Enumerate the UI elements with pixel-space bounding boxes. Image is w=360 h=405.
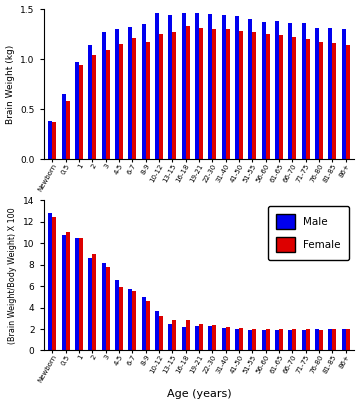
Bar: [159, 34, 163, 159]
Bar: [102, 262, 105, 350]
Bar: [141, 297, 145, 350]
Bar: [266, 329, 270, 350]
Bar: [128, 289, 132, 350]
Bar: [155, 13, 159, 159]
Bar: [145, 42, 150, 159]
Bar: [346, 329, 350, 350]
Bar: [186, 26, 190, 159]
Bar: [92, 254, 96, 350]
Bar: [292, 329, 296, 350]
Bar: [328, 329, 332, 350]
Bar: [182, 327, 186, 350]
Bar: [288, 330, 292, 350]
Bar: [212, 325, 216, 350]
Bar: [62, 234, 66, 350]
Bar: [88, 258, 92, 350]
Bar: [302, 330, 306, 350]
Bar: [346, 45, 350, 159]
Bar: [288, 23, 292, 159]
Bar: [266, 34, 270, 159]
Bar: [105, 267, 109, 350]
Bar: [235, 16, 239, 159]
Bar: [208, 14, 212, 159]
Bar: [79, 65, 83, 159]
Bar: [319, 42, 323, 159]
X-axis label: Age (years): Age (years): [167, 390, 231, 399]
Bar: [239, 328, 243, 350]
Bar: [186, 320, 190, 350]
Bar: [159, 316, 163, 350]
Bar: [275, 330, 279, 350]
Bar: [208, 326, 212, 350]
Bar: [79, 238, 83, 350]
Bar: [119, 44, 123, 159]
Bar: [182, 13, 186, 159]
Bar: [222, 328, 226, 350]
Bar: [235, 329, 239, 350]
Bar: [75, 238, 79, 350]
Bar: [328, 28, 332, 159]
Bar: [199, 324, 203, 350]
Bar: [248, 330, 252, 350]
Bar: [319, 330, 323, 350]
Bar: [48, 121, 52, 159]
Bar: [172, 320, 176, 350]
Bar: [262, 22, 266, 159]
Bar: [195, 326, 199, 350]
Y-axis label: Brain Weight (kg): Brain Weight (kg): [5, 45, 14, 124]
Bar: [141, 24, 145, 159]
Bar: [132, 292, 136, 350]
Bar: [252, 329, 256, 350]
Bar: [315, 329, 319, 350]
Bar: [92, 55, 96, 159]
Bar: [306, 329, 310, 350]
Bar: [239, 31, 243, 159]
Bar: [306, 39, 310, 159]
Bar: [252, 32, 256, 159]
Bar: [195, 13, 199, 159]
Bar: [128, 27, 132, 159]
Bar: [248, 19, 252, 159]
Bar: [302, 23, 306, 159]
Bar: [88, 45, 92, 159]
Bar: [105, 50, 109, 159]
Bar: [155, 311, 159, 350]
Bar: [52, 217, 56, 350]
Bar: [172, 32, 176, 159]
Bar: [332, 329, 337, 350]
Bar: [75, 62, 79, 159]
Bar: [52, 122, 56, 159]
Bar: [342, 329, 346, 350]
Bar: [115, 280, 119, 350]
Bar: [315, 28, 319, 159]
Bar: [212, 29, 216, 159]
Bar: [262, 330, 266, 350]
Bar: [168, 15, 172, 159]
Bar: [132, 38, 136, 159]
Y-axis label: (Brain Weight/Body Weight) X 100: (Brain Weight/Body Weight) X 100: [8, 207, 17, 344]
Bar: [168, 324, 172, 350]
Bar: [119, 287, 123, 350]
Bar: [222, 15, 226, 159]
Bar: [279, 35, 283, 159]
Bar: [115, 29, 119, 159]
Bar: [66, 232, 69, 350]
Bar: [275, 21, 279, 159]
Bar: [145, 301, 150, 350]
Bar: [102, 32, 105, 159]
Bar: [226, 327, 230, 350]
Bar: [199, 28, 203, 159]
Bar: [292, 37, 296, 159]
Bar: [226, 29, 230, 159]
Bar: [62, 94, 66, 159]
Bar: [48, 213, 52, 350]
Bar: [279, 329, 283, 350]
Bar: [342, 29, 346, 159]
Legend: Male, Female: Male, Female: [268, 205, 349, 260]
Bar: [332, 43, 337, 159]
Bar: [66, 101, 69, 159]
